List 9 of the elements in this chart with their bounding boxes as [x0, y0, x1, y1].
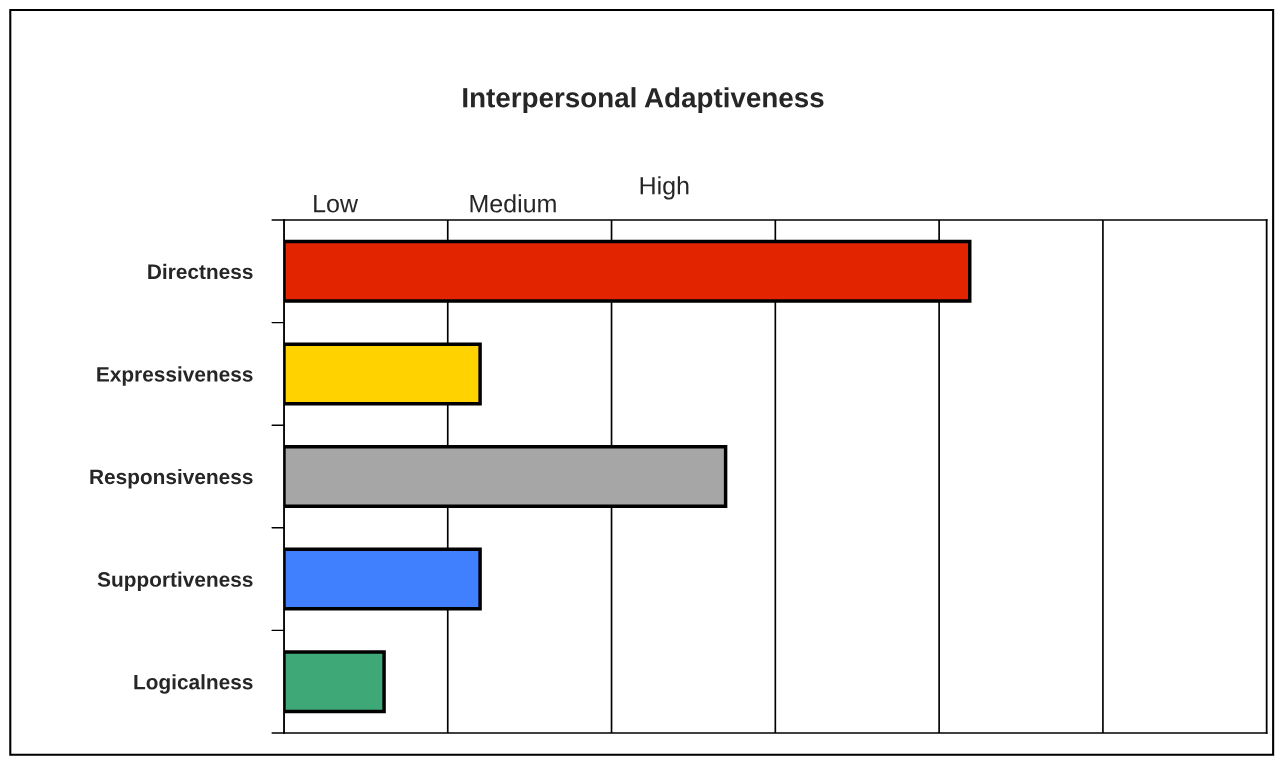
text: Low — [314, 195, 359, 213]
y-tick-label: Directness — [148, 263, 253, 280]
y-tick-label: Logicalness — [134, 674, 253, 694]
chart-title: Interpersonal Adaptiveness — [463, 87, 824, 114]
y-tick-label: Supportiveness — [97, 571, 253, 591]
y-tick-label: Expressiveness — [97, 366, 253, 386]
text: Medium — [470, 194, 556, 213]
y-tick-label: Responsiveness — [90, 468, 253, 489]
text: High — [640, 176, 689, 200]
